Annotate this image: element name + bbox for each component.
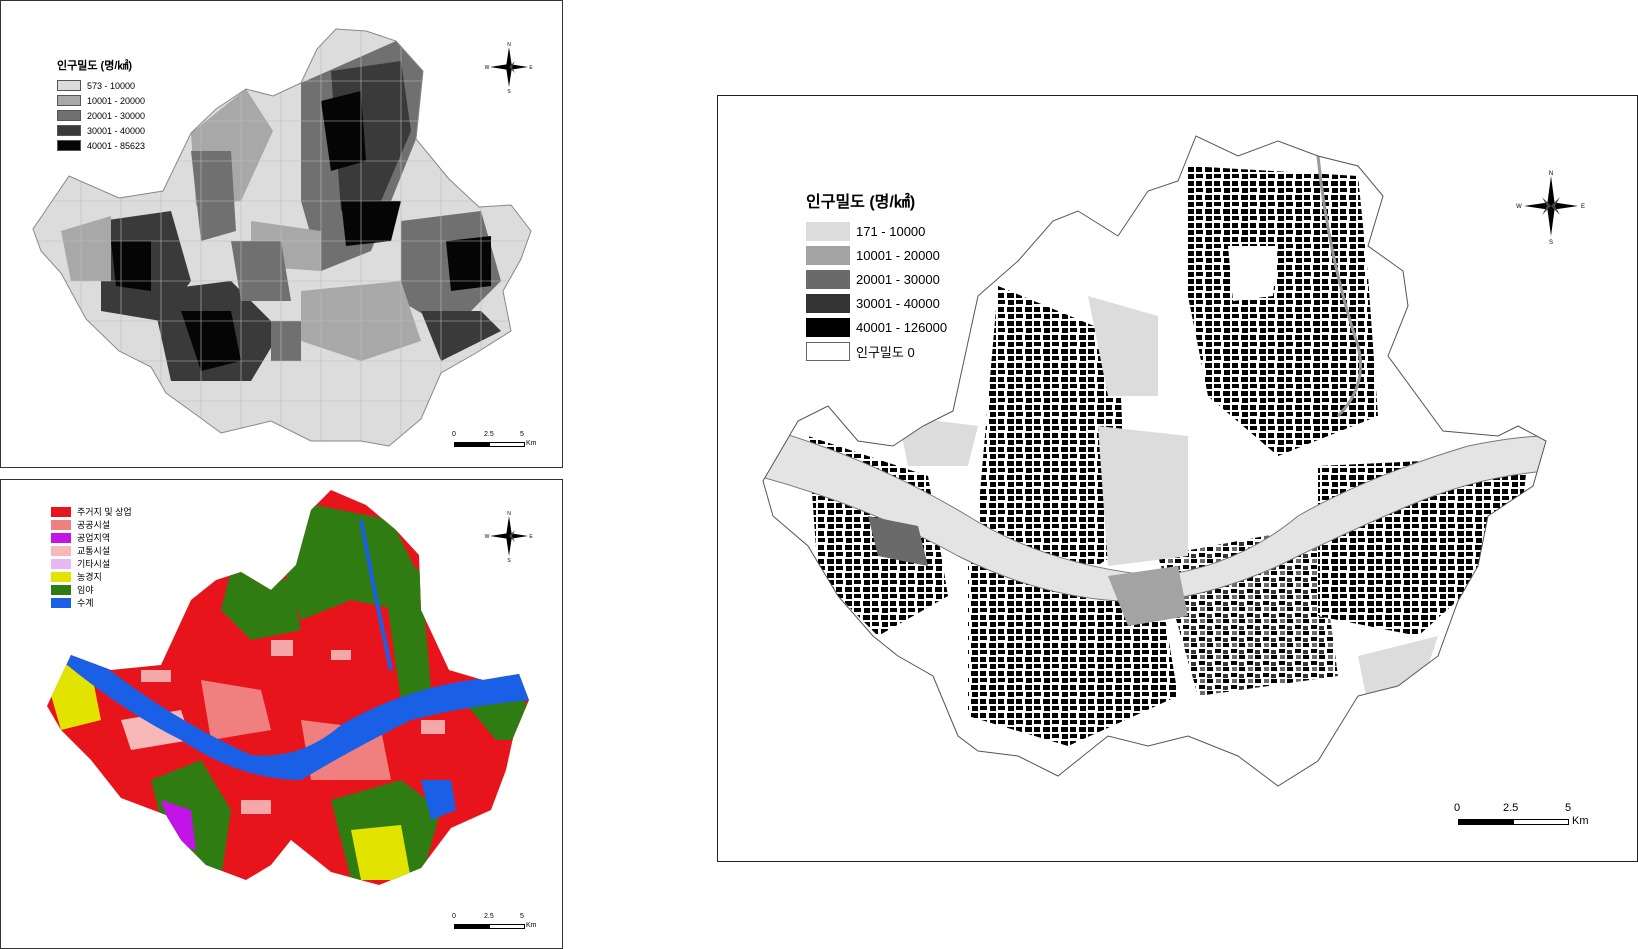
legend-swatch bbox=[51, 519, 71, 530]
legend-label: 171 - 10000 bbox=[856, 223, 926, 239]
legend-item: 인구밀도 0 bbox=[806, 339, 947, 363]
legend-item: 공공시설 bbox=[51, 518, 132, 531]
scale-tick-2-5: 2.5 bbox=[1503, 802, 1519, 814]
legend-label: 인구밀도 0 bbox=[856, 344, 915, 360]
legend-item: 30001 - 40000 bbox=[57, 123, 145, 138]
scale-unit: Km bbox=[526, 922, 537, 929]
legend-label: 30001 - 40000 bbox=[856, 295, 940, 311]
scale-tick-0: 0 bbox=[1454, 802, 1461, 814]
density-map-panel-buildings: 인구밀도 (명/㎢) 171 - 10000 10001 - 20000 200… bbox=[717, 95, 1638, 862]
compass-s: S bbox=[1549, 240, 1553, 244]
legend-item: 20001 - 30000 bbox=[806, 267, 947, 291]
seoul-building-density-map bbox=[762, 135, 1547, 787]
legend-item: 주거지 및 상업 bbox=[51, 505, 132, 518]
legend-title: 인구밀도 (명/㎢) bbox=[57, 60, 133, 72]
legend-item: 수계 bbox=[51, 596, 132, 609]
legend-item: 171 - 10000 bbox=[806, 219, 947, 243]
scale-tick-0: 0 bbox=[452, 913, 456, 920]
legend-swatch bbox=[51, 571, 71, 582]
legend-label: 기타시설 bbox=[77, 559, 111, 569]
compass-e: E bbox=[529, 534, 533, 540]
compass-w: W bbox=[485, 534, 490, 540]
compass-rose-icon: N S E W bbox=[485, 511, 534, 562]
legend-item: 기타시설 bbox=[51, 557, 132, 570]
compass-w: W bbox=[1516, 204, 1522, 210]
legend-item: 임야 bbox=[51, 583, 132, 596]
legend-swatch bbox=[806, 221, 850, 241]
scale-bar: 0 2.5 5 Km bbox=[452, 913, 554, 933]
legend-swatch bbox=[806, 245, 850, 265]
density-legend: 인구밀도 (명/㎢) 171 - 10000 10001 - 20000 200… bbox=[806, 188, 947, 363]
compass-e: E bbox=[529, 65, 533, 71]
legend-swatch bbox=[51, 597, 71, 608]
legend-swatch bbox=[57, 125, 81, 136]
legend-item: 공업지역 bbox=[51, 531, 132, 544]
legend-label: 20001 - 30000 bbox=[856, 271, 940, 287]
legend-swatch bbox=[806, 317, 850, 337]
legend-item: 교통시설 bbox=[51, 544, 132, 557]
scale-bar: 0 2.5 5 Km bbox=[1454, 802, 1608, 834]
seoul-district-density-map bbox=[32, 28, 532, 447]
legend-swatch bbox=[51, 532, 71, 543]
legend-label: 공업지역 bbox=[77, 533, 111, 543]
legend-swatch bbox=[51, 558, 71, 569]
compass-n: N bbox=[1549, 171, 1553, 177]
scale-tick-0: 0 bbox=[452, 431, 456, 438]
legend-swatch bbox=[57, 110, 81, 121]
density-legend: 인구밀도 (명/㎢) 573 - 10000 10001 - 20000 200… bbox=[57, 57, 145, 153]
legend-swatch bbox=[806, 293, 850, 313]
scale-tick-5: 5 bbox=[520, 913, 524, 920]
legend-label: 수계 bbox=[77, 598, 94, 608]
legend-item: 40001 - 85623 bbox=[57, 138, 145, 153]
legend-swatch bbox=[57, 95, 81, 106]
legend-item: 30001 - 40000 bbox=[806, 291, 947, 315]
compass-n: N bbox=[507, 42, 511, 48]
scale-unit: Km bbox=[1572, 815, 1589, 827]
legend-item: 20001 - 30000 bbox=[57, 108, 145, 123]
density-map-panel-districts: 인구밀도 (명/㎢) 573 - 10000 10001 - 20000 200… bbox=[0, 0, 563, 468]
legend-swatch bbox=[57, 140, 81, 151]
scale-bar: 0 2.5 5 Km bbox=[452, 431, 554, 451]
compass-rose-icon: N S E W bbox=[485, 42, 534, 93]
legend-item: 40001 - 126000 bbox=[806, 315, 947, 339]
scale-tick-5: 5 bbox=[1565, 802, 1572, 814]
scale-tick-2-5: 2.5 bbox=[484, 431, 494, 438]
compass-s: S bbox=[507, 89, 511, 93]
legend-item: 10001 - 20000 bbox=[57, 93, 145, 108]
compass-s: S bbox=[507, 558, 511, 562]
legend-swatch bbox=[51, 506, 71, 517]
legend-swatch bbox=[806, 269, 850, 289]
legend-item: 농경지 bbox=[51, 570, 132, 583]
legend-label: 40001 - 85623 bbox=[87, 140, 146, 151]
legend-label: 573 - 10000 bbox=[87, 80, 136, 91]
compass-w: W bbox=[485, 65, 490, 71]
legend-swatch bbox=[51, 545, 71, 556]
scale-tick-2-5: 2.5 bbox=[484, 913, 494, 920]
legend-label: 30001 - 40000 bbox=[87, 125, 146, 136]
compass-n: N bbox=[507, 511, 511, 517]
seoul-landuse-map bbox=[47, 490, 529, 885]
legend-label: 40001 - 126000 bbox=[856, 319, 948, 335]
legend-swatch bbox=[806, 341, 850, 361]
landuse-legend: 주거지 및 상업 공공시설 공업지역 교통시설 기타시설 농경지 임야 수계 bbox=[51, 505, 132, 609]
legend-label: 임야 bbox=[77, 585, 94, 595]
compass-rose-icon: N S E W bbox=[1516, 171, 1585, 244]
legend-label: 주거지 및 상업 bbox=[77, 507, 132, 517]
legend-swatch bbox=[51, 584, 71, 595]
scale-unit: Km bbox=[526, 440, 537, 447]
scale-tick-5: 5 bbox=[520, 431, 524, 438]
legend-label: 교통시설 bbox=[77, 546, 111, 556]
legend-swatch bbox=[57, 80, 81, 91]
landuse-map-panel: 주거지 및 상업 공공시설 공업지역 교통시설 기타시설 농경지 임야 수계 bbox=[0, 479, 563, 949]
legend-label: 10001 - 20000 bbox=[856, 247, 940, 263]
legend-label: 20001 - 30000 bbox=[87, 110, 146, 121]
compass-e: E bbox=[1581, 204, 1585, 210]
legend-item: 10001 - 20000 bbox=[806, 243, 947, 267]
legend-title: 인구밀도 (명/㎢) bbox=[806, 194, 916, 211]
legend-label: 공공시설 bbox=[77, 520, 111, 530]
legend-label: 10001 - 20000 bbox=[87, 95, 146, 106]
legend-item: 573 - 10000 bbox=[57, 78, 145, 93]
legend-label: 농경지 bbox=[77, 572, 102, 582]
